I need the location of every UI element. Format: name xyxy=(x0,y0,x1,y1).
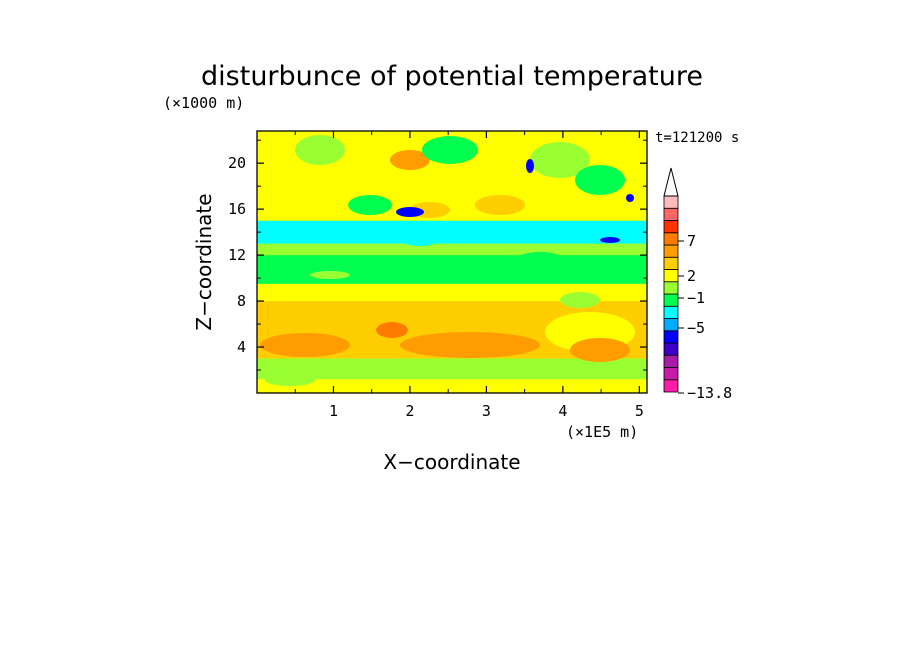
y-axis-ticks: 4 8 12 16 20 xyxy=(228,139,647,371)
contour-feature xyxy=(400,332,540,358)
contour-band xyxy=(257,243,647,256)
contour-feature-min xyxy=(396,207,424,217)
colorbar-labels: 7 2 −1 −5 −13.8 xyxy=(678,232,732,402)
colorbar-label: −13.8 xyxy=(687,384,732,402)
colorbar-segment xyxy=(663,342,679,356)
plot-frame xyxy=(256,130,648,394)
contour-feature xyxy=(295,135,345,165)
colorbar-segment xyxy=(663,379,679,393)
contour-feature xyxy=(516,252,564,268)
contour-band xyxy=(257,220,647,244)
contour-band xyxy=(257,379,647,393)
contour-feature xyxy=(560,292,600,308)
contour-feature xyxy=(260,333,350,357)
colorbar-segment xyxy=(663,305,679,319)
colorbar xyxy=(663,167,679,393)
colorbar-label: −5 xyxy=(687,319,705,337)
colorbar-segment xyxy=(663,354,679,368)
contour-feature-min xyxy=(600,237,620,243)
x-tick-label: 4 xyxy=(558,402,567,420)
contour-feature-min xyxy=(626,194,634,202)
colorbar-segment xyxy=(663,220,679,234)
colorbar-segment xyxy=(663,256,679,270)
contour-feature xyxy=(422,136,478,164)
contour-feature xyxy=(265,374,315,386)
contour-feature xyxy=(310,271,350,279)
colorbar-segment xyxy=(663,232,679,246)
colorbar-segment xyxy=(663,367,679,381)
colorbar-segment xyxy=(663,269,679,283)
contour-band xyxy=(257,358,647,380)
colorbar-segment xyxy=(663,281,679,295)
contour-feature xyxy=(390,150,430,170)
x-axis-label: X−coordinate xyxy=(383,450,520,474)
colorbar-label: 2 xyxy=(687,267,696,285)
contour-feature xyxy=(530,142,590,178)
contour-band xyxy=(257,255,647,284)
colorbar-segment xyxy=(663,293,679,307)
x-axis-ticks: 1 2 3 4 5 xyxy=(294,131,644,420)
time-label: t=121200 s xyxy=(655,130,739,146)
x-tick-label: 5 xyxy=(635,402,644,420)
y-axis-label: Z−coordinate xyxy=(192,193,216,330)
colorbar-label: −1 xyxy=(687,289,705,307)
y-tick-label: 12 xyxy=(228,246,246,264)
colorbar-segment xyxy=(663,244,679,258)
contour-feature xyxy=(376,322,408,338)
contour-feature xyxy=(475,195,525,215)
colorbar-segment xyxy=(663,195,679,209)
contour-feature-min xyxy=(526,159,534,173)
colorbar-segment xyxy=(663,318,679,332)
contour-feature xyxy=(570,338,630,362)
x-tick-label: 3 xyxy=(482,402,491,420)
y-unit-label: (×1000 m) xyxy=(163,94,244,112)
y-tick-label: 16 xyxy=(228,200,246,218)
chart-title: disturbunce of potential temperature xyxy=(201,61,703,92)
contour-layers xyxy=(257,131,647,393)
x-tick-label: 1 xyxy=(329,402,338,420)
x-tick-label: 2 xyxy=(405,402,414,420)
y-tick-label: 8 xyxy=(237,292,246,310)
colorbar-segment xyxy=(663,207,679,221)
colorbar-label: 7 xyxy=(687,232,696,250)
y-tick-label: 20 xyxy=(228,154,246,172)
colorbar-extend-arrow xyxy=(663,167,679,197)
y-tick-label: 4 xyxy=(237,338,246,356)
x-unit-label: (×1E5 m) xyxy=(566,423,638,441)
contour-feature xyxy=(348,195,392,215)
contour-feature xyxy=(402,234,438,246)
contour-features xyxy=(260,135,635,386)
colorbar-segment xyxy=(663,330,679,344)
contour-feature xyxy=(575,165,625,195)
plot-area xyxy=(257,131,647,393)
contour-band xyxy=(257,283,647,302)
